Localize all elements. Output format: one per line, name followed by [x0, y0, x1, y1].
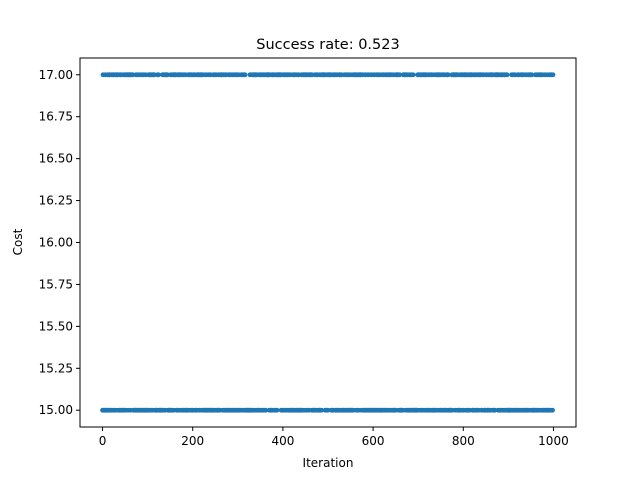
- y-tick-label: 15.25: [39, 361, 73, 375]
- data-point: [445, 72, 451, 78]
- data-point: [156, 72, 161, 78]
- y-tick-label: 16.50: [39, 152, 73, 166]
- y-tick-label: 16.75: [39, 110, 73, 124]
- data-point: [550, 407, 555, 413]
- x-tick-label: 400: [271, 434, 294, 448]
- data-point: [410, 72, 416, 78]
- y-tick-label: 16.00: [39, 236, 73, 250]
- x-tick-label: 600: [362, 434, 385, 448]
- x-tick-label: 0: [99, 434, 107, 448]
- plot-frame: [79, 57, 577, 428]
- data-point: [242, 72, 248, 78]
- x-tick-label: 800: [452, 434, 475, 448]
- data-point: [397, 72, 403, 78]
- data-point: [504, 72, 510, 78]
- x-tick-label: 1000: [538, 434, 569, 448]
- y-axis-label: Cost: [11, 228, 25, 255]
- data-point: [529, 72, 535, 78]
- data-point: [319, 407, 325, 413]
- y-tick-label: 15.50: [39, 319, 73, 333]
- y-tick-label: 15.75: [39, 277, 73, 291]
- data-point: [263, 407, 269, 413]
- x-tick-label: 200: [181, 434, 204, 448]
- y-tick-label: 17.00: [39, 68, 73, 82]
- data-points: [100, 72, 556, 413]
- data-point: [550, 72, 556, 78]
- data-point: [274, 407, 280, 413]
- x-axis-label: Iteration: [303, 456, 354, 470]
- y-axis-ticks: 15.00 15.25 15.50 15.75 16.00 16.25 16.50 16.75…: [39, 68, 80, 417]
- y-tick-label: 15.00: [39, 403, 73, 417]
- x-axis-ticks: 0 200 400 600 800 1000: [99, 427, 569, 448]
- y-tick-label: 16.25: [39, 194, 73, 208]
- chart-title: Success rate: 0.523: [256, 37, 399, 53]
